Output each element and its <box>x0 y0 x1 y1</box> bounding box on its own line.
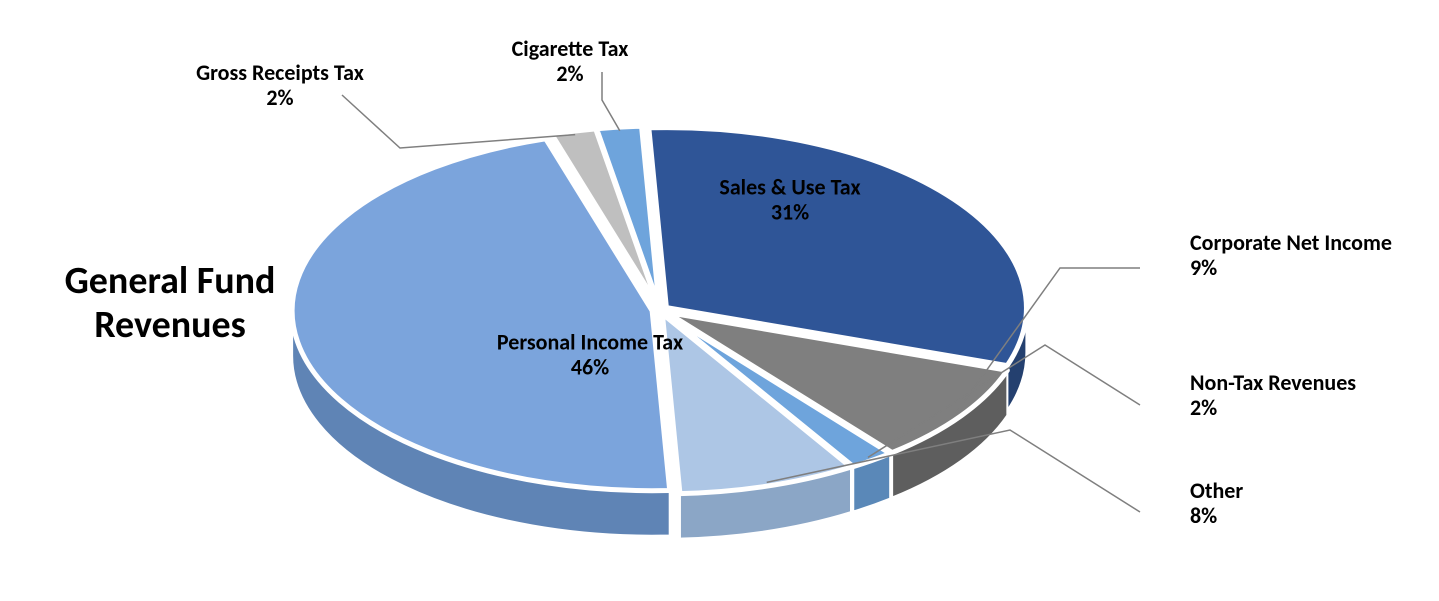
callout-pct-text: 2% <box>196 85 364 110</box>
callout-pct-text: 2% <box>1190 395 1356 420</box>
inner-label-pit: Personal Income Tax46% <box>497 330 683 381</box>
callout-label-text: Gross Receipts Tax <box>196 60 364 85</box>
callout-label-text: Cigarette Tax <box>512 36 629 61</box>
callout-label-text: Corporate Net Income <box>1190 230 1392 255</box>
pie-chart-container: General Fund Revenues Cigarette Tax2%Sal… <box>0 0 1439 601</box>
inner-pct-text: 46% <box>497 355 683 380</box>
callout-cigarette: Cigarette Tax2% <box>512 36 629 87</box>
inner-pct-text: 31% <box>719 200 860 225</box>
callout-corp: Corporate Net Income9% <box>1190 230 1392 281</box>
callout-grt: Gross Receipts Tax2% <box>196 60 364 111</box>
inner-label-text: Personal Income Tax <box>497 330 683 355</box>
callout-label-text: Other <box>1190 478 1243 503</box>
inner-label-sales: Sales & Use Tax31% <box>719 175 860 226</box>
callout-label-text: Non-Tax Revenues <box>1190 370 1356 395</box>
callout-nontax: Non-Tax Revenues2% <box>1190 370 1356 421</box>
callout-pct-text: 9% <box>1190 255 1392 280</box>
callout-other: Other8% <box>1190 478 1243 529</box>
inner-label-text: Sales & Use Tax <box>719 175 860 200</box>
chart-title-text: General Fund Revenues <box>65 258 276 348</box>
chart-title: General Fund Revenues <box>50 260 290 347</box>
callout-pct-text: 8% <box>1190 503 1243 528</box>
callout-pct-text: 2% <box>512 61 629 86</box>
